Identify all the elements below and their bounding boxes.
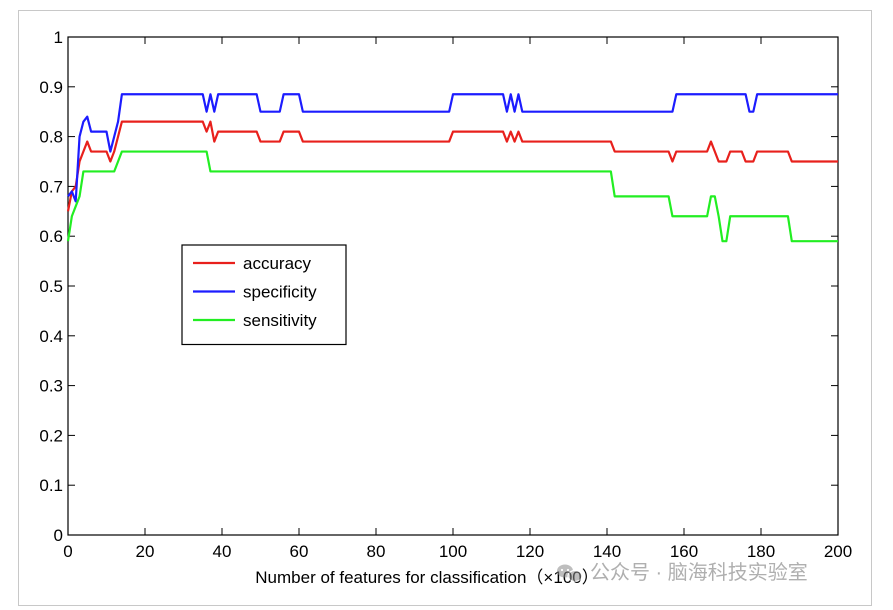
x-tick-label: 200 — [824, 542, 852, 561]
legend-label-accuracy: accuracy — [243, 254, 312, 273]
x-tick-label: 20 — [136, 542, 155, 561]
x-tick-label: 0 — [63, 542, 72, 561]
y-tick-label: 0.3 — [39, 377, 63, 396]
x-tick-label: 140 — [593, 542, 621, 561]
x-axis-label: Number of features for classification（×1… — [255, 568, 598, 587]
x-tick-label: 100 — [439, 542, 467, 561]
legend-label-sensitivity: sensitivity — [243, 311, 317, 330]
figure-frame: 0 20 40 60 80 100 120 140 160 180 200 0 0.1 0.2 0.3 0.4… — [18, 10, 872, 606]
y-tick-label: 1 — [54, 28, 63, 47]
watermark: 公众号 · 脑海科技实验室 — [557, 561, 808, 584]
x-tick-label: 60 — [290, 542, 309, 561]
y-tick-label: 0.6 — [39, 227, 63, 246]
series-line-specificity — [67, 93, 838, 203]
series-lines — [66, 93, 838, 243]
y-tick-label: 0.1 — [39, 476, 63, 495]
x-tick-label: 40 — [213, 542, 232, 561]
x-tick-label: 180 — [747, 542, 775, 561]
x-tick-label: 160 — [670, 542, 698, 561]
y-tick-label: 0.7 — [39, 177, 63, 196]
legend: accuracy specificity sensitivity — [181, 244, 347, 346]
y-tick-label: 0 — [54, 526, 63, 545]
legend-label-specificity: specificity — [243, 283, 317, 302]
y-tick-label: 0.2 — [39, 426, 63, 445]
axes: 0 20 40 60 80 100 120 140 160 180 200 0 0.1 0.2 0.3 0.4… — [39, 28, 852, 561]
series-line-accuracy — [66, 120, 838, 212]
y-tick-label: 0.8 — [39, 128, 63, 147]
series-line-sensitivity — [66, 150, 838, 243]
y-tick-label: 0.9 — [39, 78, 63, 97]
legend-box — [181, 244, 347, 346]
wechat-icon — [557, 564, 583, 583]
line-chart: 0 20 40 60 80 100 120 140 160 180 200 0 0.1 0.2 0.3 0.4… — [39, 28, 852, 587]
y-tick-label: 0.4 — [39, 327, 63, 346]
watermark-text: 公众号 · 脑海科技实验室 — [590, 561, 808, 584]
y-tick-label: 0.5 — [39, 277, 63, 296]
x-tick-label: 120 — [516, 542, 544, 561]
x-tick-label: 80 — [367, 542, 386, 561]
